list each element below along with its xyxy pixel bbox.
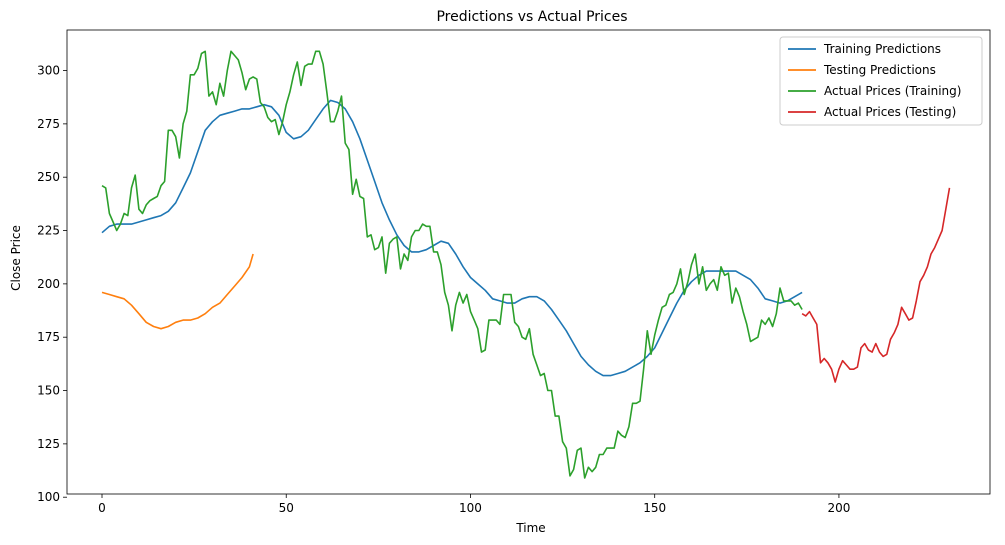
plot-frame bbox=[66, 29, 991, 495]
x-axis: 0 50 100 150 200 bbox=[98, 494, 850, 515]
series-line-1 bbox=[101, 253, 254, 330]
y-tick-label: 250 bbox=[37, 170, 60, 184]
y-tick-label: 300 bbox=[37, 64, 60, 78]
y-axis: 100 125 150 175 200 225 250 275 300 bbox=[37, 64, 67, 504]
legend-label-3: Actual Prices (Testing) bbox=[824, 105, 956, 119]
legend-label-2: Actual Prices (Training) bbox=[824, 84, 961, 98]
series-line-3 bbox=[801, 187, 951, 383]
y-tick-label: 125 bbox=[37, 437, 60, 451]
legend-label-0: Training Predictions bbox=[823, 42, 941, 56]
x-tick-label: 0 bbox=[98, 501, 106, 515]
legend-label-1: Testing Predictions bbox=[823, 63, 936, 77]
plot-area bbox=[66, 29, 991, 495]
x-tick-label: 50 bbox=[279, 501, 294, 515]
y-tick-label: 100 bbox=[37, 490, 60, 504]
y-tick-label: 225 bbox=[37, 224, 60, 238]
legend: Training Predictions Testing Predictions A… bbox=[779, 36, 983, 126]
x-tick-label: 150 bbox=[643, 501, 666, 515]
y-tick-label: 150 bbox=[37, 384, 60, 398]
chart-title: Predictions vs Actual Prices bbox=[436, 9, 627, 25]
y-tick-label: 200 bbox=[37, 277, 60, 291]
y-axis-label: Close Price bbox=[9, 225, 23, 291]
series-line-2 bbox=[101, 50, 803, 479]
x-tick-label: 200 bbox=[827, 501, 850, 515]
legend-box bbox=[779, 36, 983, 126]
y-tick-label: 175 bbox=[37, 330, 60, 344]
series-line-0 bbox=[101, 99, 803, 377]
x-tick-label: 100 bbox=[459, 501, 482, 515]
x-axis-label: Time bbox=[515, 521, 545, 535]
y-tick-label: 275 bbox=[37, 117, 60, 131]
